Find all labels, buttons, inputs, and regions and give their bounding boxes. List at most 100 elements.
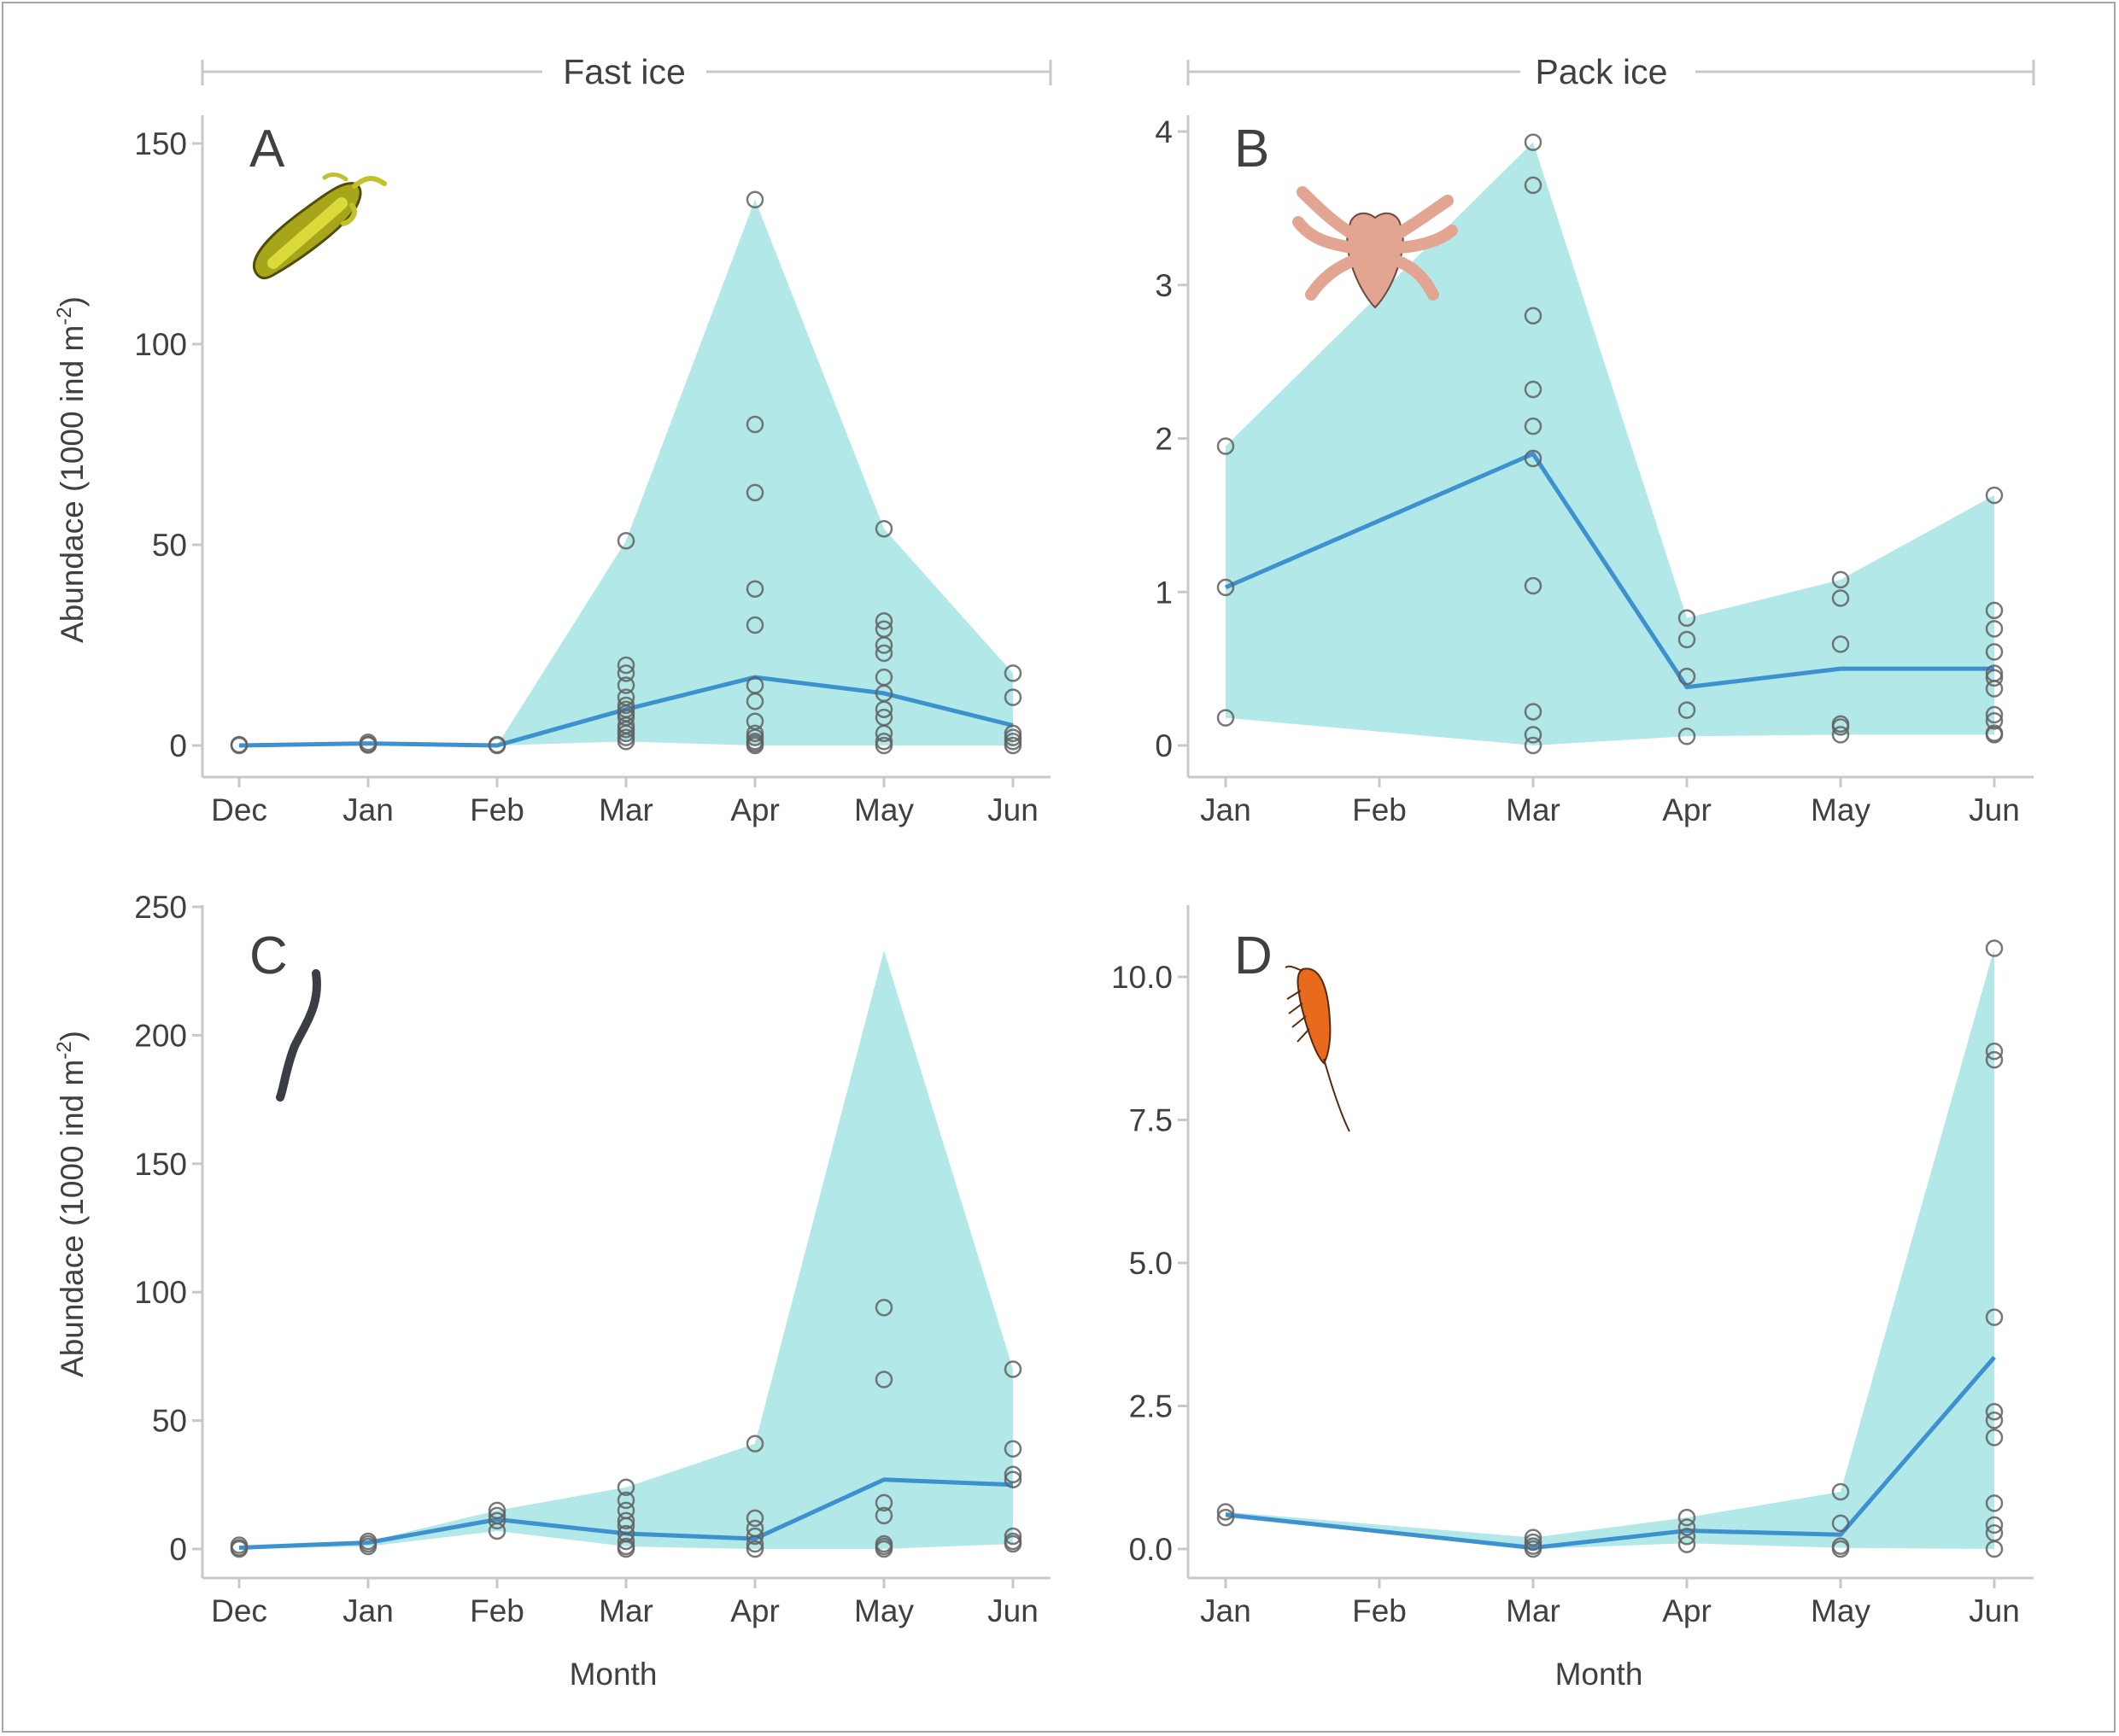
x-tick-label: Jun — [987, 792, 1039, 827]
data-point — [1677, 1535, 1696, 1553]
data-point — [1004, 664, 1022, 682]
amphipod-larva-icon — [252, 172, 387, 280]
data-point — [875, 644, 893, 663]
x-tick-label: Mar — [599, 792, 653, 827]
data-point — [875, 700, 893, 718]
x-tick-label: Apr — [1662, 1593, 1712, 1628]
x-axis-title-pack-ice: Month — [1555, 1657, 1643, 1692]
data-point — [1216, 437, 1235, 455]
data-point — [1524, 307, 1542, 324]
data-point — [1677, 727, 1696, 745]
y-tick-label: 2 — [1155, 422, 1173, 457]
data-point — [1004, 1470, 1022, 1489]
x-tick-label: Dec — [211, 1593, 267, 1628]
x-tick-label: Feb — [1352, 792, 1407, 827]
data-point — [230, 735, 249, 754]
x-tick-label: May — [1811, 1593, 1870, 1628]
data-point — [746, 1435, 764, 1453]
data-point — [746, 580, 764, 598]
panel-letter: C — [249, 926, 288, 985]
data-point — [1216, 578, 1235, 597]
data-point — [1524, 176, 1542, 195]
y-tick-label: 2.5 — [1129, 1389, 1173, 1424]
data-point — [359, 736, 378, 754]
data-point — [1004, 736, 1022, 755]
copepod-icon — [1285, 965, 1350, 1132]
range-band — [1226, 142, 1994, 745]
data-point — [875, 724, 893, 743]
data-point — [746, 1527, 764, 1546]
y-tick-label: 3 — [1155, 268, 1173, 303]
x-tick-label: Jan — [1200, 1593, 1251, 1628]
y-tick-label: 200 — [134, 1018, 187, 1053]
y-tick-label: 5.0 — [1129, 1246, 1173, 1281]
data-point — [746, 1509, 764, 1528]
data-point — [1524, 1528, 1542, 1546]
x-tick-label: Dec — [211, 792, 267, 827]
data-point — [1004, 688, 1022, 706]
y-axis-title-bottom: Abundace (1000 ind m-2) — [53, 1031, 90, 1377]
data-point — [1524, 726, 1542, 744]
x-tick-label: Mar — [1506, 1593, 1560, 1628]
data-point — [617, 1491, 635, 1510]
sea-spider-icon — [1292, 186, 1458, 309]
data-point — [1524, 133, 1542, 151]
data-point — [1216, 1503, 1235, 1521]
data-point — [1524, 380, 1542, 399]
group-title-pack-ice: Pack ice — [1536, 52, 1668, 91]
data-point — [1524, 1540, 1542, 1558]
data-point — [488, 1511, 506, 1530]
panel-letter: B — [1234, 120, 1269, 178]
data-point — [617, 676, 635, 694]
range-band — [239, 950, 1013, 1549]
data-point — [1677, 701, 1696, 719]
data-point — [1524, 449, 1542, 468]
x-tick-label: Apr — [730, 1593, 780, 1628]
y-tick-label: 50 — [152, 1404, 187, 1439]
data-point — [1524, 576, 1542, 595]
data-point — [1524, 703, 1542, 721]
data-point — [1677, 1508, 1696, 1527]
y-tick-label: 150 — [134, 1147, 187, 1182]
data-point — [875, 636, 893, 654]
mean-line — [1225, 451, 1994, 690]
data-point — [359, 1537, 378, 1556]
x-tick-label: May — [854, 792, 914, 827]
data-point — [1677, 1518, 1696, 1536]
data-point — [617, 532, 635, 550]
y-tick-label: 1 — [1155, 575, 1173, 610]
data-point — [1831, 1514, 1850, 1533]
data-point — [1985, 1042, 2004, 1061]
panel-letter: D — [1234, 926, 1273, 985]
y-tick-label: 100 — [134, 327, 187, 362]
x-tick-label: Mar — [599, 1593, 653, 1628]
panel-c: 0 50 100 150 200 250 Dec Jan Feb Mar Apr May Jun C — [134, 890, 1051, 1628]
y-tick-label: 10.0 — [1111, 960, 1173, 995]
x-tick-label: Jun — [987, 1593, 1039, 1628]
data-point — [746, 1540, 764, 1558]
data-point — [1831, 1482, 1850, 1501]
data-point — [1004, 1465, 1022, 1484]
y-tick-label: 0 — [169, 728, 187, 763]
data-point — [617, 1540, 635, 1558]
data-point — [1985, 1429, 2004, 1447]
x-tick-label: May — [1811, 792, 1870, 827]
data-point — [1985, 486, 2004, 505]
data-point — [1524, 417, 1542, 435]
x-tick-label: Feb — [1352, 1593, 1407, 1628]
x-tick-label: Jun — [1969, 792, 2020, 827]
data-point — [875, 612, 893, 630]
data-point — [617, 1511, 635, 1530]
data-point — [617, 656, 635, 675]
data-point — [1677, 667, 1696, 686]
y-tick-label: 250 — [134, 890, 187, 925]
mean-line — [1225, 1355, 1996, 1551]
x-tick-label: Feb — [470, 1593, 524, 1628]
data-point — [1985, 939, 2004, 957]
data-point — [1831, 570, 1850, 589]
data-point — [1831, 635, 1850, 653]
data-point — [875, 1371, 893, 1388]
data-point — [1831, 726, 1850, 744]
y-tick-label: 4 — [1155, 114, 1173, 149]
data-point — [875, 519, 893, 538]
